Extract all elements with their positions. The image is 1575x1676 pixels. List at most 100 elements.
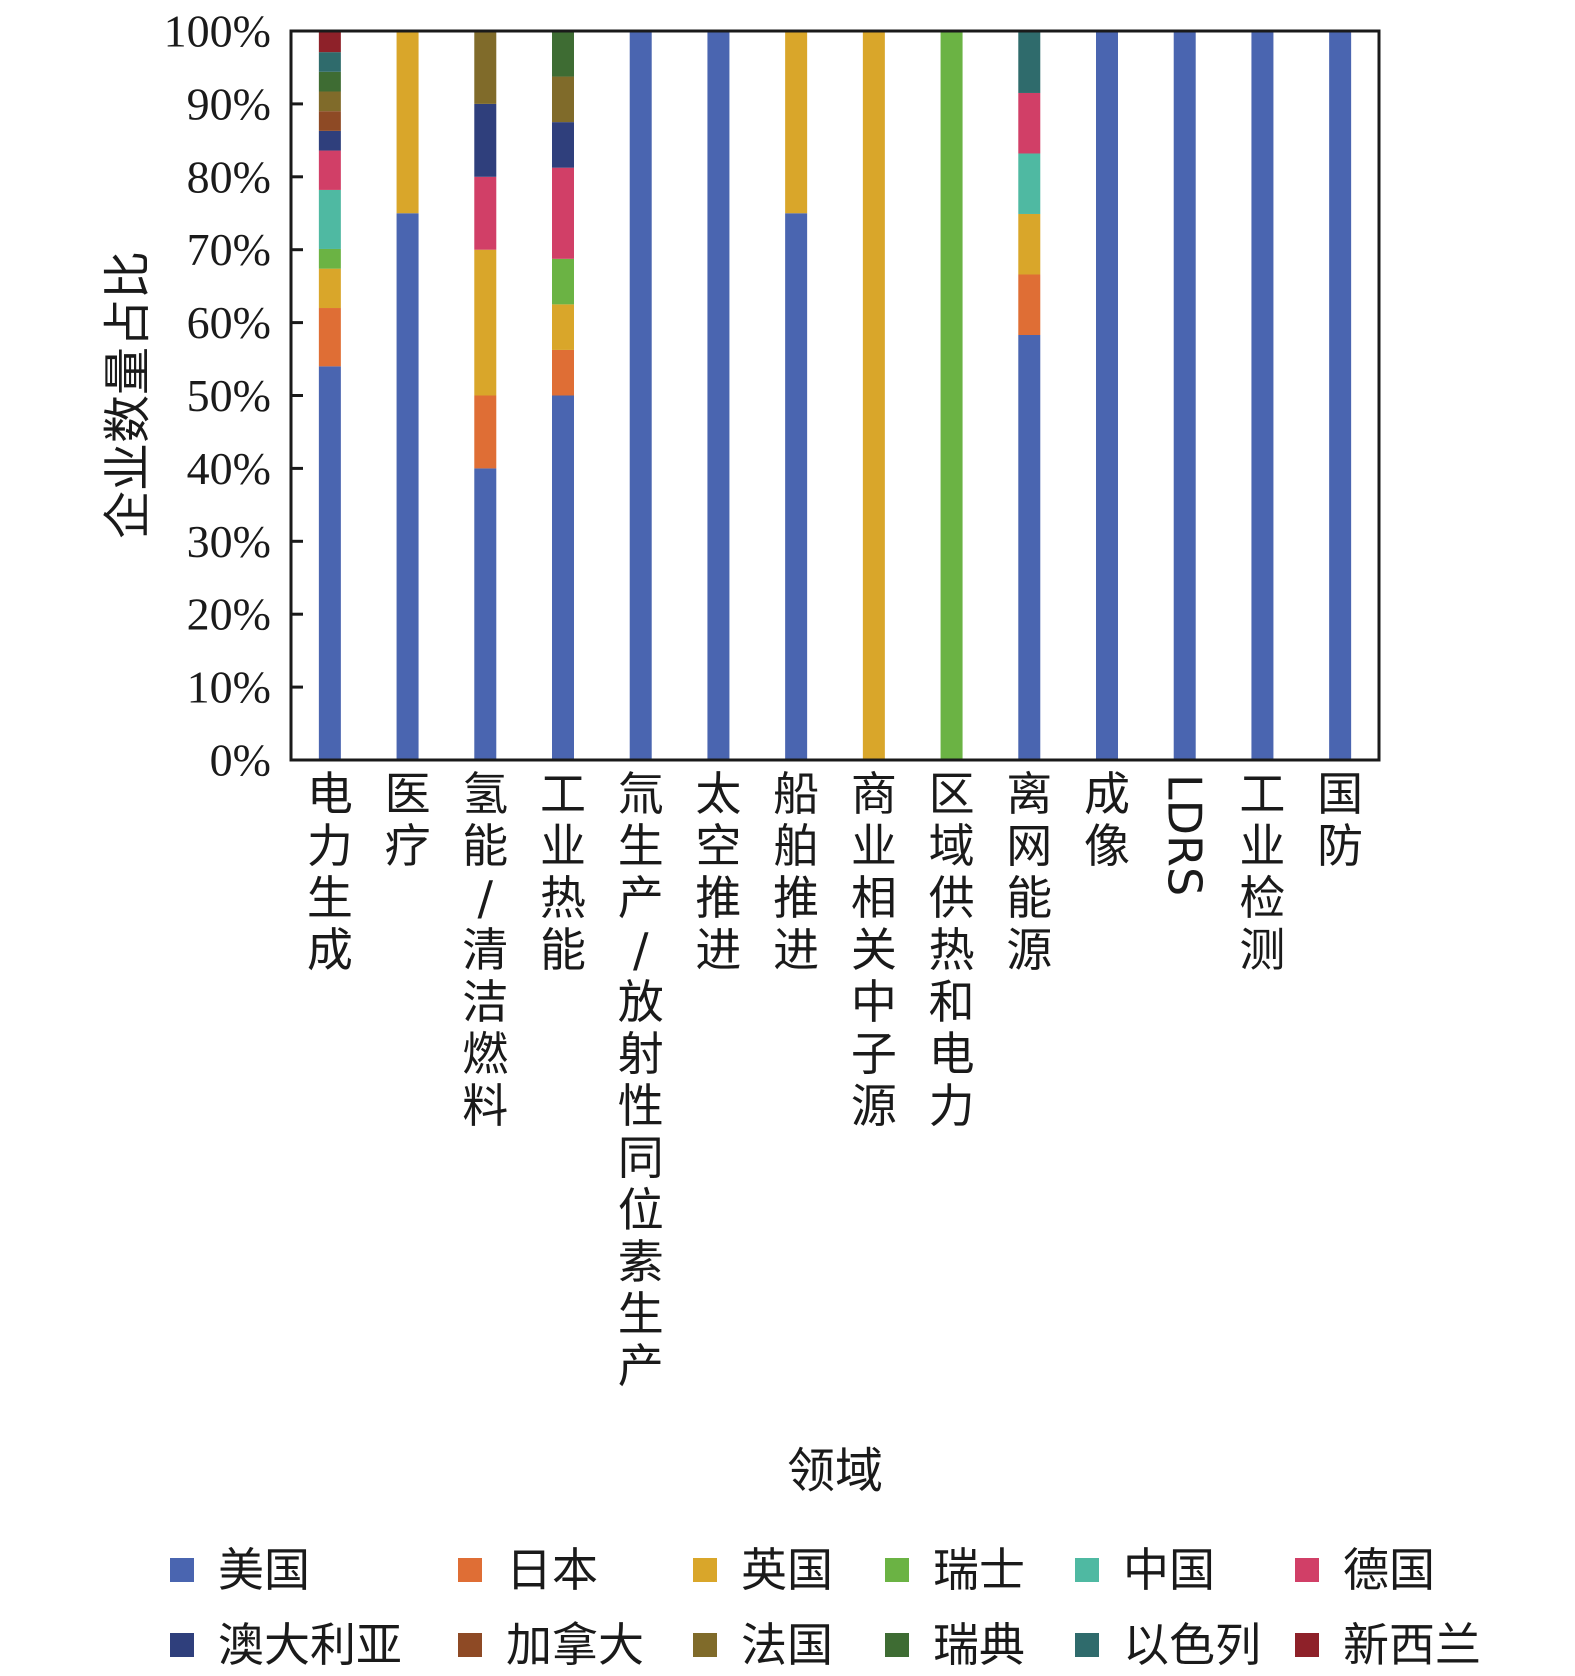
legend-label: 以色列: [1123, 1618, 1261, 1672]
bar-segment: [785, 213, 808, 760]
bar-segment: [1096, 31, 1118, 760]
bar-segment: [1018, 92, 1041, 154]
bar-segment: [318, 52, 341, 72]
bar-segment: [1018, 334, 1041, 760]
bar-segment: [1173, 31, 1196, 760]
legend-label: 德国: [1343, 1543, 1435, 1597]
bar-segment: [1018, 31, 1041, 93]
legend-item: 英国: [693, 1543, 833, 1597]
bar-segment: [552, 167, 574, 259]
legend-swatch: [693, 1558, 717, 1582]
bar-segment: [1329, 31, 1352, 760]
y-tick-label: 10%: [187, 662, 271, 713]
legend-item: 美国: [170, 1543, 310, 1597]
bar-segment: [940, 31, 963, 760]
x-tick-label: 工业热能: [540, 767, 586, 977]
legend-item: 瑞典: [885, 1618, 1025, 1672]
legend-label: 新西兰: [1343, 1618, 1481, 1672]
legend-swatch: [1295, 1633, 1319, 1657]
bar-segment: [318, 130, 341, 151]
legend-swatch: [885, 1633, 909, 1657]
bar-segment: [552, 395, 574, 760]
legend-label: 瑞典: [933, 1618, 1025, 1672]
y-tick-label: 40%: [187, 443, 271, 494]
y-axis-title: 企业数量占比: [100, 251, 156, 539]
bar-segment: [862, 31, 885, 760]
y-tick-label: 30%: [187, 516, 271, 567]
legend-label: 英国: [741, 1543, 833, 1597]
bar-segment: [474, 395, 497, 469]
bar-segment: [318, 32, 341, 53]
legend-swatch: [693, 1633, 717, 1657]
y-tick-label: 20%: [187, 589, 271, 640]
plot-frame: [289, 29, 1381, 762]
legend-label: 瑞士: [933, 1543, 1025, 1597]
y-axis: 0% 10% 20% 30% 40% 50% 60% 70% 80% 90% 100%: [164, 6, 303, 786]
y-tick-label: 100%: [164, 6, 271, 57]
legend-item: 加拿大: [458, 1618, 644, 1672]
x-axis: 电力生成医疗氢能/清洁燃料工业热能氚生产/放射性同位素生产太空推进船舶推进商业相…: [307, 767, 1363, 1393]
legend-swatch: [458, 1633, 482, 1657]
x-axis-title: 领域: [787, 1443, 883, 1499]
legend-label: 法国: [741, 1618, 833, 1672]
legend-item: 以色列: [1075, 1618, 1261, 1672]
x-tick-label: 太空推进: [695, 767, 741, 977]
legend-item: 日本: [458, 1543, 598, 1597]
legend-swatch: [170, 1558, 194, 1582]
bar-segment: [396, 31, 419, 214]
y-tick-label: 50%: [187, 370, 271, 421]
y-tick-label: 90%: [187, 78, 271, 129]
bar-segment: [552, 76, 574, 123]
legend-item: 德国: [1295, 1543, 1435, 1597]
legend-label: 澳大利亚: [218, 1618, 402, 1672]
x-tick-label: 医疗: [385, 767, 431, 873]
bars-layer: [318, 31, 1352, 760]
bar-segment: [1018, 153, 1041, 214]
x-tick-label: 区域供热和电力: [929, 767, 975, 1133]
legend-label: 中国: [1123, 1543, 1215, 1597]
legend-label: 加拿大: [506, 1618, 644, 1672]
bar-segment: [318, 71, 341, 92]
bar-segment: [318, 308, 341, 367]
bar-segment: [552, 304, 574, 350]
legend-label: 日本: [506, 1543, 598, 1597]
bar-segment: [785, 31, 808, 214]
x-tick-label: 工业检测: [1239, 767, 1285, 977]
legend-swatch: [170, 1633, 194, 1657]
x-tick-label: 离网能源: [1006, 767, 1052, 977]
legend-item: 澳大利亚: [170, 1618, 402, 1672]
bar-segment: [318, 111, 341, 131]
y-tick-label: 0%: [210, 735, 271, 786]
bar-segment: [474, 103, 497, 177]
legend-swatch: [458, 1558, 482, 1582]
legend-label: 美国: [218, 1543, 310, 1597]
y-tick-label: 60%: [187, 297, 271, 348]
legend-swatch: [885, 1558, 909, 1582]
bar-segment: [629, 31, 652, 760]
bar-segment: [318, 189, 341, 249]
legend-item: 法国: [693, 1618, 833, 1672]
bar-segment: [474, 249, 497, 396]
bar-segment: [552, 31, 574, 77]
bar-segment: [552, 258, 574, 305]
bar-segment: [1018, 274, 1041, 335]
bar-segment: [1251, 31, 1274, 760]
legend-item: 新西兰: [1295, 1618, 1481, 1672]
bar-segment: [474, 176, 497, 250]
x-tick-label: 氚生产/放射性同位素生产: [618, 767, 664, 1393]
bar-segment: [318, 150, 341, 190]
x-tick-label: 商业相关中子源: [851, 767, 897, 1133]
bar-segment: [318, 248, 341, 269]
bar-segment: [474, 468, 497, 760]
y-tick-label: 80%: [187, 151, 271, 202]
x-tick-label: 氢能/清洁燃料: [462, 767, 508, 1133]
x-tick-label: LDRS: [1158, 774, 1212, 896]
x-tick-label: 国防: [1317, 767, 1363, 873]
bar-segment: [1018, 213, 1041, 275]
x-tick-label: 电力生成: [307, 767, 353, 977]
bar-segment: [552, 349, 574, 396]
x-tick-label: 船舶推进: [773, 767, 819, 977]
bar-segment: [474, 31, 497, 104]
